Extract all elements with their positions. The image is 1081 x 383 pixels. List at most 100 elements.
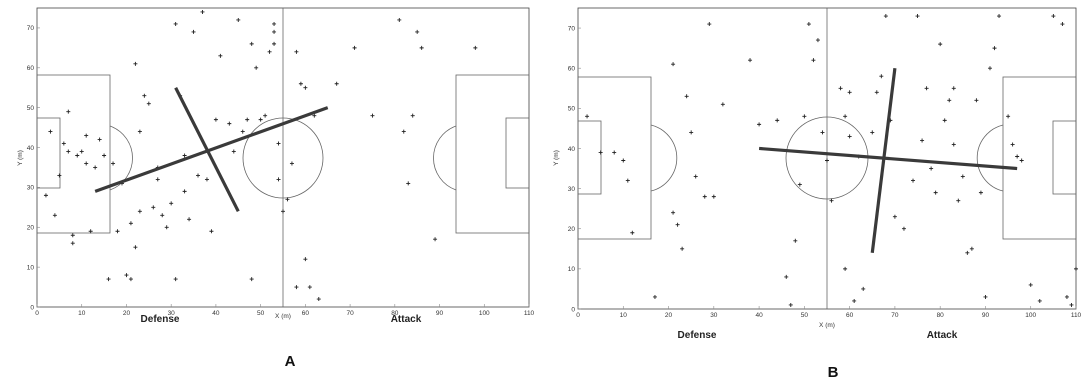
- y-tick-label: 50: [27, 105, 35, 112]
- data-point: [182, 189, 187, 194]
- data-point: [397, 17, 402, 22]
- data-point: [173, 21, 178, 26]
- data-point: [585, 114, 590, 119]
- data-point: [236, 17, 241, 22]
- y-tick-label: 40: [27, 145, 35, 152]
- data-point: [847, 134, 852, 139]
- data-point: [52, 213, 57, 218]
- panel-a-pitch-markings: [36, 8, 530, 307]
- data-point: [57, 173, 62, 178]
- data-point: [969, 246, 974, 251]
- data-point: [1019, 158, 1024, 163]
- panel-a-left-penalty-box: [36, 74, 111, 234]
- panel-a-x-ticks: 0 10 20 30 40 50 60 70 80 90 100 110: [35, 304, 535, 317]
- panel-b-defense-label: Defense: [678, 330, 717, 341]
- data-point: [433, 237, 438, 242]
- data-point: [79, 149, 84, 154]
- panel-a-right-goal-box: [505, 117, 530, 189]
- y-tick-label: 10: [568, 266, 576, 273]
- data-point: [66, 109, 71, 114]
- data-point: [987, 66, 992, 71]
- data-point: [1064, 294, 1069, 299]
- data-point: [992, 46, 997, 51]
- panel-b-x-axis-label: X (m): [819, 322, 835, 329]
- data-point: [684, 94, 689, 99]
- panel-a-left-penalty-arc: [109, 125, 133, 191]
- data-point: [915, 14, 920, 19]
- data-point: [419, 45, 424, 50]
- data-point: [258, 117, 263, 122]
- x-tick-label: 100: [1025, 312, 1036, 319]
- panel-a-defense-label: Defense: [141, 314, 180, 325]
- data-point: [951, 86, 956, 91]
- data-point: [942, 118, 947, 123]
- data-point: [671, 210, 676, 215]
- data-point: [829, 198, 834, 203]
- panel-b-principal-axes: [758, 68, 1018, 254]
- data-point: [852, 298, 857, 303]
- data-point: [820, 130, 825, 135]
- data-point: [70, 241, 75, 246]
- data-point: [146, 101, 151, 106]
- data-point: [879, 74, 884, 79]
- data-point: [630, 230, 635, 235]
- data-point: [370, 113, 375, 118]
- data-point: [285, 197, 290, 202]
- data-point: [124, 273, 129, 278]
- data-point: [410, 113, 415, 118]
- data-point: [102, 153, 107, 158]
- panel-a-y-ticks: 0 10 20 30 40 50 60 70: [27, 25, 40, 311]
- data-point: [680, 246, 685, 251]
- data-point: [951, 142, 956, 147]
- data-point: [133, 245, 138, 250]
- x-tick-label: 80: [937, 312, 945, 319]
- data-point: [870, 130, 875, 135]
- data-point: [861, 286, 866, 291]
- data-point: [806, 22, 811, 27]
- x-tick-label: 10: [78, 310, 86, 317]
- panel-a-y-axis-label: Y (m): [17, 150, 24, 166]
- data-point: [775, 118, 780, 123]
- data-point: [316, 297, 321, 302]
- data-point: [142, 93, 147, 98]
- panel-a-letter: A: [285, 353, 296, 370]
- principal-axis-line: [758, 146, 1018, 171]
- data-point: [218, 53, 223, 58]
- data-point: [334, 81, 339, 86]
- data-point: [707, 22, 712, 27]
- data-point: [303, 85, 308, 90]
- data-point: [240, 129, 245, 134]
- data-point: [164, 225, 169, 230]
- data-point: [788, 302, 793, 307]
- data-point: [874, 90, 879, 95]
- data-point: [249, 277, 254, 282]
- data-point: [307, 285, 312, 290]
- panel-a-right-penalty-arc: [433, 125, 457, 191]
- data-point: [406, 181, 411, 186]
- data-point: [281, 209, 285, 214]
- data-point: [621, 158, 626, 163]
- data-point: [70, 233, 75, 238]
- y-tick-label: 60: [27, 65, 35, 72]
- data-point: [675, 222, 680, 227]
- x-tick-label: 70: [891, 312, 899, 319]
- data-point: [213, 117, 218, 122]
- data-point: [671, 62, 676, 67]
- data-point: [106, 277, 111, 282]
- data-point: [924, 86, 929, 91]
- data-point: [227, 121, 232, 126]
- data-point: [711, 194, 716, 199]
- panel-b-y-ticks: 0 10 20 30 40 50 60 70: [568, 25, 581, 313]
- data-point: [303, 257, 308, 262]
- x-tick-label: 110: [1071, 312, 1081, 319]
- data-point: [1069, 302, 1074, 307]
- x-tick-label: 50: [801, 312, 809, 319]
- y-tick-label: 30: [27, 185, 35, 192]
- panel-b-right-penalty-arc: [976, 124, 1004, 192]
- data-point: [267, 49, 272, 54]
- data-point: [151, 205, 156, 210]
- data-point: [415, 29, 420, 34]
- x-tick-label: 100: [479, 310, 490, 317]
- y-tick-label: 0: [30, 304, 34, 311]
- data-point: [294, 285, 299, 290]
